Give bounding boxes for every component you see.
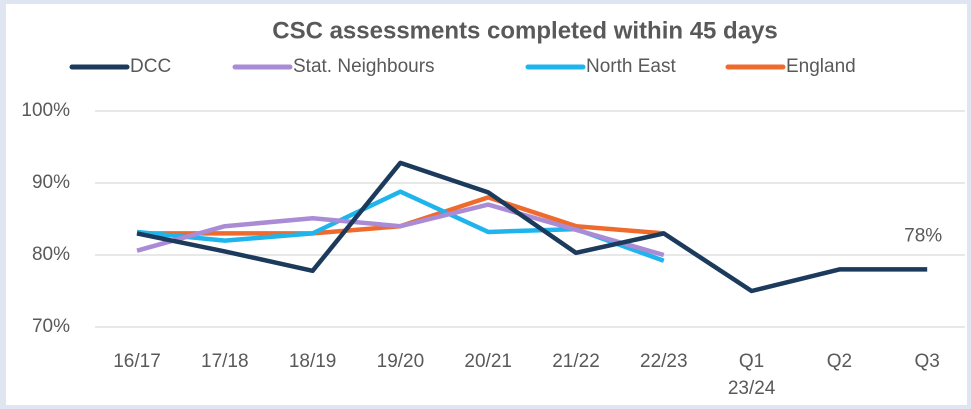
legend-label: DCC <box>130 56 171 77</box>
x-tick-label-line: 16/17 <box>113 351 161 372</box>
x-tick-label-line: 20/21 <box>464 351 512 372</box>
y-tick-label: 100% <box>21 100 70 121</box>
x-tick-label-line: 23/24 <box>728 378 776 399</box>
series-line <box>136 202 665 258</box>
data-label: 78% <box>904 225 942 246</box>
y-tick-label: 70% <box>32 316 70 337</box>
x-tick-label: Q3 <box>915 351 940 372</box>
chart-title: CSC assessments completed within 45 days <box>272 17 778 44</box>
x-tick-label: 21/22 <box>552 351 600 372</box>
x-tick-label: 19/20 <box>377 351 425 372</box>
x-tick-label-line: 21/22 <box>552 351 600 372</box>
legend-label: Stat. Neighbours <box>293 56 435 77</box>
legend-label: North East <box>586 56 676 77</box>
legend-label: England <box>786 56 856 77</box>
x-tick-label-line: 17/18 <box>201 351 249 372</box>
x-tick-label: 17/18 <box>201 351 249 372</box>
x-tick-label: Q1 23/24 <box>728 351 776 399</box>
y-tick-label: 90% <box>32 172 70 193</box>
x-tick-label: Q2 <box>827 351 852 372</box>
x-tick-label-line: 18/19 <box>289 351 337 372</box>
x-tick-label-line: 22/23 <box>640 351 688 372</box>
x-tick-label: 18/19 <box>289 351 337 372</box>
x-tick-label: 22/23 <box>640 351 688 372</box>
x-tick-label: 20/21 <box>464 351 512 372</box>
x-tick-label: 16/17 <box>113 351 161 372</box>
x-tick-label-line: 19/20 <box>377 351 425 372</box>
x-tick-label-line: Q3 <box>915 351 940 372</box>
y-tick-label: 80% <box>32 244 70 265</box>
x-tick-label-line: Q1 <box>739 351 764 372</box>
x-tick-label-line: Q2 <box>827 351 852 372</box>
series-line <box>136 160 928 294</box>
